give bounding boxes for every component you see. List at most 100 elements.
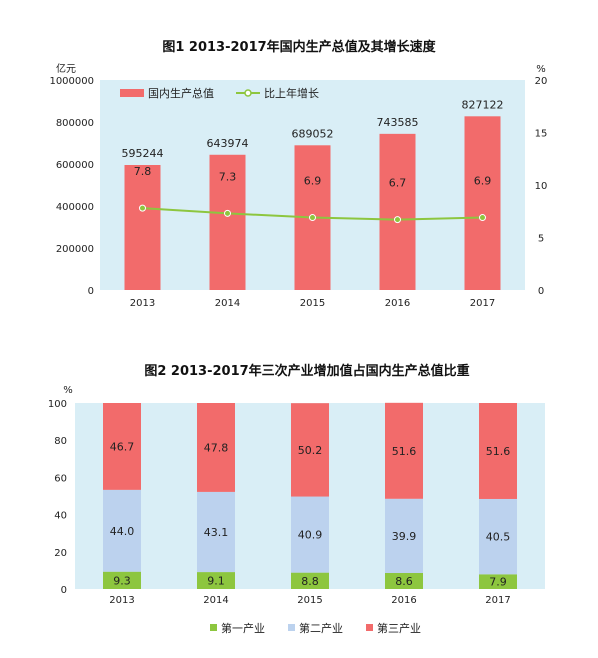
- chart2-segment-value-label: 44.0: [110, 525, 135, 538]
- chart2-segment-value-label: 9.1: [207, 575, 225, 588]
- chart1-bar-value-label: 595244: [122, 147, 164, 160]
- chart1-growth-point-2014: [224, 209, 231, 217]
- chart2-segment-2013-0: [103, 571, 141, 589]
- chart2-segment-value-label: 8.8: [301, 575, 319, 588]
- chart1-right-tick-label: 15: [535, 129, 548, 140]
- chart1-right-tick-label: 0: [538, 286, 544, 297]
- chart1-left-tick-label: 600000: [56, 160, 94, 171]
- chart1-growth-value-label: 7.8: [134, 165, 152, 178]
- chart1-left-unit: 亿元: [56, 62, 76, 75]
- chart2-segment-2017-0: [479, 574, 517, 589]
- chart1-left-tick-label: 800000: [56, 118, 94, 129]
- chart1-left-tick-label: 0: [88, 286, 94, 297]
- legend-label-secondary: 第二产业: [299, 621, 343, 635]
- chart1-left-tick-label: 200000: [56, 244, 94, 255]
- chart1-x-axis: 2013 2014 2015 2016 2017: [130, 298, 495, 309]
- chart2-segment-2014-0: [197, 572, 235, 589]
- chart1-left-tick-label: 400000: [56, 202, 94, 213]
- chart2-segment-2016-1: [385, 498, 423, 574]
- chart1-growth-value-label: 6.7: [389, 177, 407, 190]
- chart2-segment-value-label: 8.6: [395, 575, 413, 588]
- chart2-y-axis: 0 20 40 60 80 100: [48, 399, 67, 596]
- chart2-segment-value-label: 43.1: [204, 526, 229, 539]
- chart2-x-tick-label: 2015: [297, 595, 322, 606]
- chart1-right-tick-label: 5: [538, 234, 544, 245]
- chart2-segment-2014-2: [197, 403, 235, 492]
- chart2-unit: %: [63, 385, 73, 396]
- chart1-growth-point-2013: [139, 204, 146, 212]
- chart1-growth-point-2017: [479, 214, 486, 222]
- chart2-segment-value-label: 46.7: [110, 440, 135, 453]
- chart1-growth-point-2015: [309, 214, 316, 222]
- chart2-segment-2015-0: [291, 572, 329, 589]
- chart2-x-tick-label: 2016: [391, 595, 416, 606]
- chart2-segment-value-label: 9.3: [113, 574, 131, 587]
- chart2-segment-2015-2: [291, 403, 329, 497]
- chart2-segment-value-label: 51.6: [392, 445, 417, 458]
- chart1-growth-point-2016: [394, 216, 401, 224]
- chart2-segment-value-label: 39.9: [392, 530, 417, 543]
- chart2-x-axis: 2013 2014 2015 2016 2017: [109, 595, 510, 606]
- chart1-growth-value-label: 6.9: [304, 175, 322, 188]
- chart1-growth-value-label: 6.9: [474, 175, 492, 188]
- chart2-segment-2013-2: [103, 403, 141, 490]
- chart2-segment-2013-1: [103, 489, 141, 572]
- chart1-right-tick-label: 10: [535, 181, 548, 192]
- chart2-segment-2017-1: [479, 498, 517, 575]
- legend-label-gdp: 国内生产总值: [148, 86, 214, 100]
- chart2-legend: 第一产业 第二产业 第三产业: [210, 621, 421, 635]
- legend-label-tertiary: 第三产业: [377, 621, 421, 635]
- chart2-segment-value-label: 50.2: [298, 444, 323, 457]
- legend-swatch-secondary: [288, 624, 295, 631]
- legend-label-primary: 第一产业: [221, 621, 265, 635]
- chart2-bars: 9.3 44.0 46.7 9.1 43.1 47.8 8.8 40.9 50.2 8.6 39.9…: [103, 402, 517, 589]
- chart1-bar-2014: [209, 154, 246, 290]
- chart1-bar-value-label: 827122: [462, 98, 504, 111]
- chart1-x-tick-label: 2016: [385, 298, 410, 309]
- chart2-segment-value-label: 7.9: [489, 576, 507, 589]
- chart1-legend: 国内生产总值 比上年增长: [120, 86, 319, 100]
- chart1-right-axis: 0 5 10 15 20: [535, 76, 548, 297]
- chart2-segment-value-label: 47.8: [204, 441, 229, 454]
- chart2-y-tick-label: 80: [54, 436, 67, 447]
- chart2-segment-2014-1: [197, 491, 235, 573]
- chart1-bar-value-label: 743585: [377, 116, 419, 129]
- chart2-segment-value-label: 51.6: [486, 445, 511, 458]
- chart2-segment-2016-0: [385, 573, 423, 589]
- chart2-segment-value-label: 40.9: [298, 529, 323, 542]
- chart2-x-tick-label: 2017: [485, 595, 510, 606]
- chart1-title: 图1 2013-2017年国内生产总值及其增长速度: [162, 39, 436, 55]
- chart2-y-tick-label: 60: [54, 473, 67, 484]
- legend-swatch-tertiary: [366, 624, 373, 631]
- chart2-title: 图2 2013-2017年三次产业增加值占国内生产总值比重: [144, 363, 469, 379]
- chart1-bar-value-label: 643974: [207, 137, 249, 150]
- chart1-right-tick-label: 20: [535, 76, 548, 87]
- chart1-left-tick-label: 1000000: [49, 76, 94, 87]
- chart1-bar-value-label: 689052: [292, 127, 334, 140]
- legend-swatch-primary: [210, 624, 217, 631]
- chart1-x-tick-label: 2015: [300, 298, 325, 309]
- chart2-y-tick-label: 20: [54, 548, 67, 559]
- chart1-bar-2013: [124, 164, 161, 290]
- legend-label-growth: 比上年增长: [264, 86, 319, 100]
- chart1-bar-2017: [464, 116, 501, 290]
- chart1-x-tick-label: 2013: [130, 298, 155, 309]
- chart1-x-tick-label: 2014: [215, 298, 240, 309]
- chart2-x-tick-label: 2014: [203, 595, 228, 606]
- chart2-segment-value-label: 40.5: [486, 531, 511, 544]
- chart1-x-tick-label: 2017: [470, 298, 495, 309]
- chart2-segment-2015-1: [291, 496, 329, 573]
- chart1-line: 7.8 7.3 6.9 6.7 6.9: [134, 165, 492, 224]
- chart2-y-tick-label: 0: [61, 585, 67, 596]
- legend-marker-growth: [244, 89, 252, 97]
- chart2-y-tick-label: 40: [54, 511, 67, 522]
- chart1-right-unit: %: [536, 64, 546, 75]
- chart2-y-tick-label: 100: [48, 399, 67, 410]
- chart1-growth-value-label: 7.3: [219, 170, 237, 183]
- chart1-bar-2016: [379, 133, 416, 290]
- chart2-x-tick-label: 2013: [109, 595, 134, 606]
- chart1-left-axis: 0 200000 400000 600000 800000 1000000: [49, 76, 94, 297]
- chart2-segment-2016-2: [385, 402, 423, 499]
